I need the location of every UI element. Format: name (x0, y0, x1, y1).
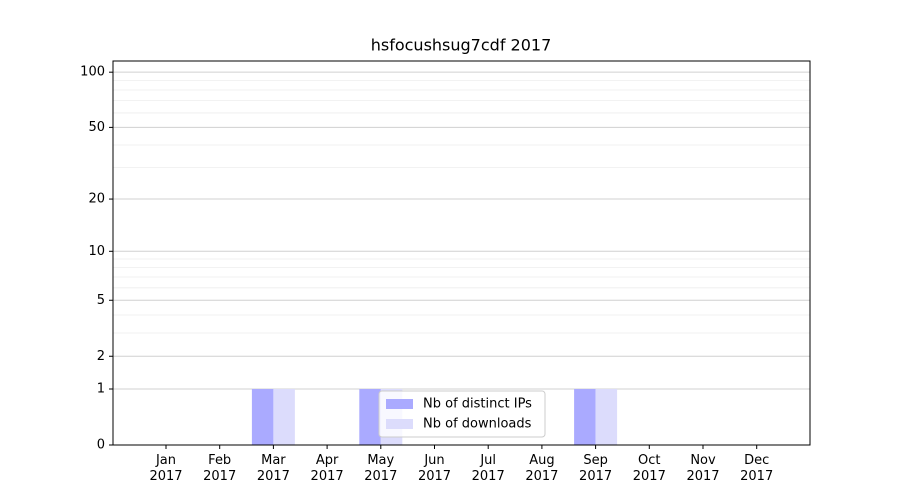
x-tick-label: Aug 2017 (525, 453, 559, 484)
x-tick-label: Feb 2017 (203, 453, 237, 484)
x-tick-label: Jun 2017 (417, 453, 452, 484)
y-tick-label: 2 (97, 349, 105, 364)
y-tick-label: 1 (97, 382, 105, 397)
y-tick-label: 20 (88, 192, 105, 207)
grid (113, 71, 810, 446)
x-tick-label: Jan 2017 (149, 453, 183, 484)
axes-frame (112, 60, 811, 446)
x-tick-label: Apr 2017 (310, 453, 344, 484)
legend-label: Nb of distinct IPs (423, 397, 532, 412)
bar (251, 389, 274, 445)
legend-swatch (386, 419, 413, 429)
x-tick-label: Mar 2017 (256, 453, 290, 484)
bar (273, 389, 295, 445)
y-tick-label: 5 (97, 293, 105, 308)
legend-swatch (386, 399, 413, 409)
y-tick-label: 0 (97, 438, 105, 453)
bar (359, 389, 381, 445)
chart-title: hsfocushsug7cdf 2017 (371, 36, 552, 55)
bar (595, 389, 618, 445)
y-tick-label: 50 (88, 120, 105, 135)
x-tick-label: Oct 2017 (632, 453, 666, 484)
x-tick-label: Sep 2017 (579, 453, 613, 484)
y-tick-label: 100 (80, 65, 105, 80)
legend-label: Nb of downloads (423, 417, 532, 432)
legend: Nb of distinct IPs Nb of downloads (378, 390, 546, 438)
x-tick-label: May 2017 (364, 453, 398, 484)
x-tick-label: Jul 2017 (471, 453, 505, 484)
x-tick-label: Nov 2017 (686, 453, 720, 484)
legend-box (378, 390, 546, 438)
bar (574, 389, 596, 445)
x-tick-label: Dec 2017 (740, 453, 774, 484)
y-tick-label: 10 (88, 244, 105, 259)
